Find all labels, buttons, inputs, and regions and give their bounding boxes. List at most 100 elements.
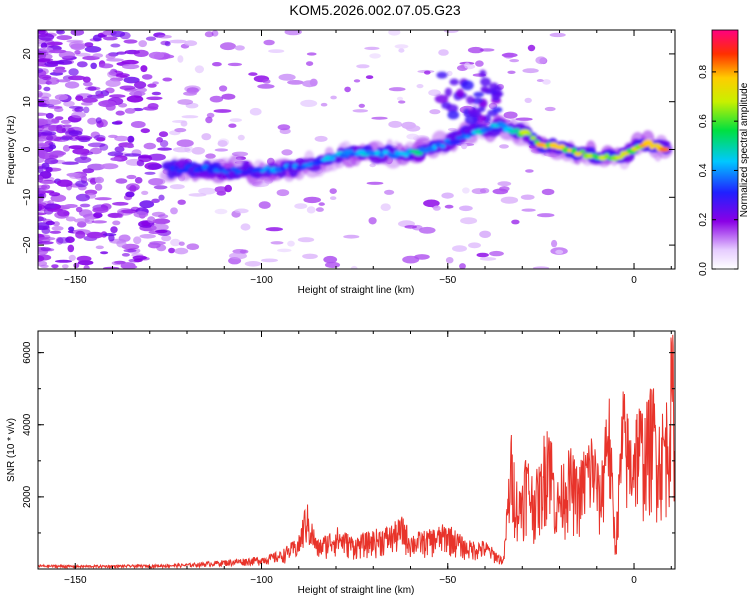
noise-blob xyxy=(48,144,57,150)
noise-blob xyxy=(114,146,125,153)
noise-blob xyxy=(278,73,296,81)
noise-blob xyxy=(115,178,128,184)
noise-blob xyxy=(318,202,325,206)
noise-blob xyxy=(43,99,62,106)
noise-blob xyxy=(330,196,337,201)
noise-blob xyxy=(100,163,119,170)
colorbar-gradient xyxy=(712,30,738,269)
noise-blob xyxy=(541,188,555,196)
x-tick-label: −100 xyxy=(250,275,273,286)
noise-blob xyxy=(38,212,47,216)
noise-blob xyxy=(432,205,441,211)
noise-blob xyxy=(141,221,151,227)
noise-blob xyxy=(103,266,120,269)
colorbar-ticks: 0.0 0.2 0.4 0.6 0.8 xyxy=(698,64,738,276)
ridge-lobe xyxy=(436,71,448,79)
noise-blob xyxy=(84,42,94,48)
noise-blob xyxy=(515,117,533,121)
ridge-lobe xyxy=(471,97,484,105)
noise-blob xyxy=(168,247,176,254)
noise-blob xyxy=(116,240,127,248)
noise-blob xyxy=(239,249,249,254)
noise-blob xyxy=(75,180,89,188)
noise-blob xyxy=(177,199,186,205)
noise-blob xyxy=(499,144,509,149)
noise-blob xyxy=(459,205,473,212)
noise-blob xyxy=(388,120,403,128)
noise-blob xyxy=(265,227,283,232)
noise-blob xyxy=(46,135,54,141)
ridge-core xyxy=(604,153,610,160)
noise-blob xyxy=(445,257,454,264)
noise-blob xyxy=(38,67,44,74)
noise-blob xyxy=(107,151,124,157)
noise-blob xyxy=(139,200,155,209)
noise-blob xyxy=(287,240,295,247)
ridge-core xyxy=(170,165,175,172)
ridge-core xyxy=(526,132,532,136)
noise-blob xyxy=(105,79,121,87)
noise-blob xyxy=(219,85,228,92)
y-tick-label: −10 xyxy=(22,188,33,205)
noise-blob xyxy=(79,203,91,208)
noise-blob xyxy=(74,50,81,55)
noise-blob xyxy=(83,264,90,269)
ridge-core xyxy=(378,153,385,158)
noise-blob xyxy=(224,184,232,193)
ridge-lobe xyxy=(461,80,474,91)
noise-blob xyxy=(507,70,516,75)
ridge-lobe xyxy=(492,106,503,113)
noise-blob xyxy=(371,116,388,120)
ridge-lobe xyxy=(456,88,464,98)
snr-series-line xyxy=(38,334,675,569)
noise-blob xyxy=(220,42,236,51)
noise-blob xyxy=(125,191,135,198)
noise-blob xyxy=(542,79,551,85)
x-tick-label: 0 xyxy=(631,575,637,586)
noise-blob xyxy=(527,44,536,52)
noise-blob xyxy=(38,112,48,116)
noise-blob xyxy=(94,197,112,201)
noise-blob xyxy=(384,189,395,195)
noise-blob xyxy=(369,53,381,59)
noise-blob xyxy=(186,243,200,250)
noise-blob xyxy=(146,96,163,101)
noise-blob xyxy=(122,265,138,269)
noise-blob xyxy=(60,136,73,141)
noise-blob xyxy=(471,188,487,195)
noise-blob xyxy=(149,241,166,245)
noise-blob xyxy=(60,119,71,124)
noise-blob xyxy=(38,255,45,262)
ridge-lobe xyxy=(479,101,487,106)
noise-blob xyxy=(263,39,275,46)
noise-blob xyxy=(178,241,185,246)
noise-blob xyxy=(67,75,86,81)
noise-blob xyxy=(114,120,123,125)
noise-blob xyxy=(68,130,83,136)
snr-panel: −150 −100 −50 0 2000 4000 6000 Height of stra… xyxy=(6,330,676,596)
noise-blob xyxy=(56,179,73,187)
noise-blob xyxy=(452,245,467,252)
spectrogram-ridge xyxy=(159,69,673,187)
noise-blob xyxy=(61,161,79,165)
noise-blob xyxy=(277,248,292,253)
noise-blob xyxy=(401,121,416,130)
noise-blob xyxy=(52,68,66,73)
noise-blob xyxy=(134,177,143,184)
ridge-lobe xyxy=(473,91,485,98)
ridge-lobe xyxy=(444,87,452,97)
noise-blob xyxy=(38,84,42,91)
noise-blob xyxy=(38,104,55,108)
noise-blob xyxy=(68,105,84,109)
noise-blob xyxy=(147,83,157,88)
noise-blob xyxy=(240,223,251,231)
noise-blob xyxy=(95,245,104,250)
noise-blob xyxy=(344,86,351,93)
noise-blob xyxy=(71,111,86,119)
noise-blob xyxy=(162,77,173,82)
noise-blob xyxy=(467,46,484,54)
noise-blob xyxy=(205,116,213,124)
noise-blob xyxy=(365,75,374,79)
noise-blob xyxy=(257,84,275,89)
noise-blob xyxy=(123,248,137,253)
